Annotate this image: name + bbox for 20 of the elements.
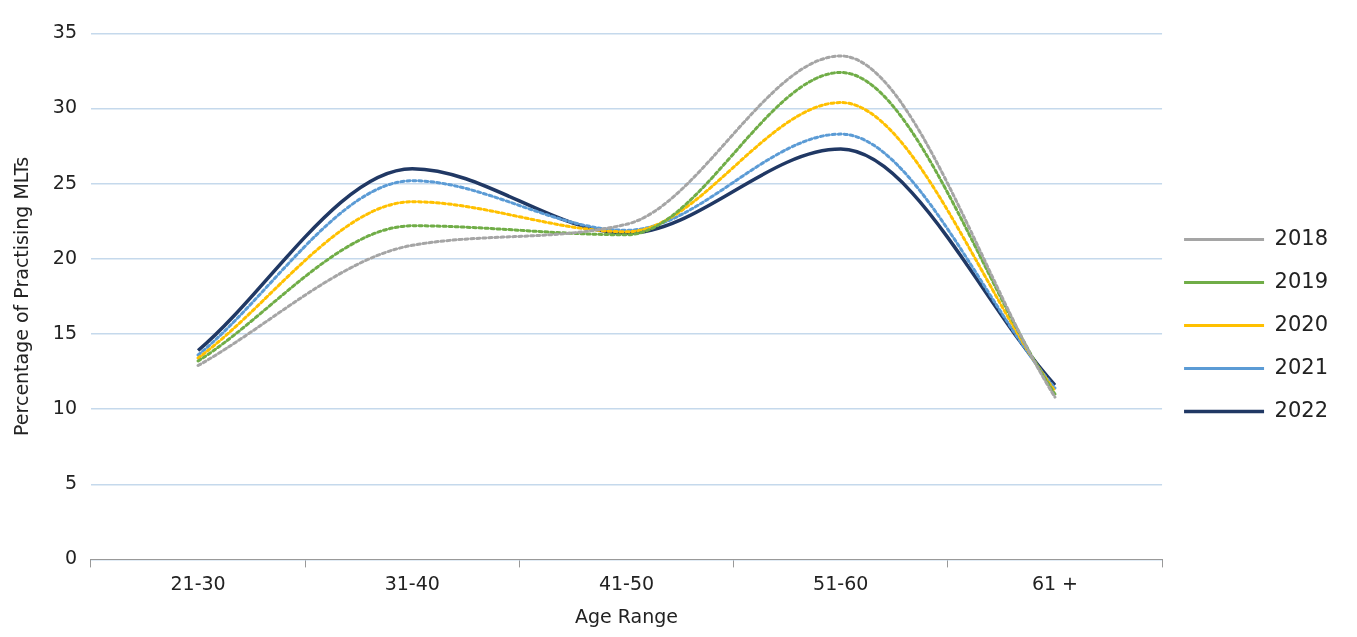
- y-tick-label: 15: [52, 320, 77, 343]
- y-tick-label: 20: [52, 245, 77, 268]
- y-tick-label: 0: [64, 546, 77, 569]
- y-tick-label: 10: [52, 396, 77, 419]
- x-tick-label: 21-30: [170, 571, 226, 594]
- legend-label: 2020: [1274, 311, 1329, 336]
- legend-label: 2019: [1274, 268, 1329, 293]
- legend-label: 2022: [1274, 397, 1329, 422]
- x-tick-label: 31-40: [384, 571, 440, 594]
- x-axis-title: Age Range: [575, 604, 679, 627]
- y-tick-label: 35: [52, 20, 77, 43]
- legend-label: 2018: [1274, 225, 1329, 250]
- y-tick-label: 5: [64, 471, 77, 494]
- legend-label: 2021: [1274, 354, 1329, 379]
- x-tick-label: 51-60: [813, 571, 869, 594]
- x-tick-label: 61 +: [1031, 571, 1079, 594]
- y-axis-title: Percentage of Practising MLTs: [10, 156, 33, 436]
- y-tick-label: 30: [52, 95, 77, 118]
- x-tick-label: 41-50: [598, 571, 655, 594]
- y-tick-label: 25: [52, 170, 77, 193]
